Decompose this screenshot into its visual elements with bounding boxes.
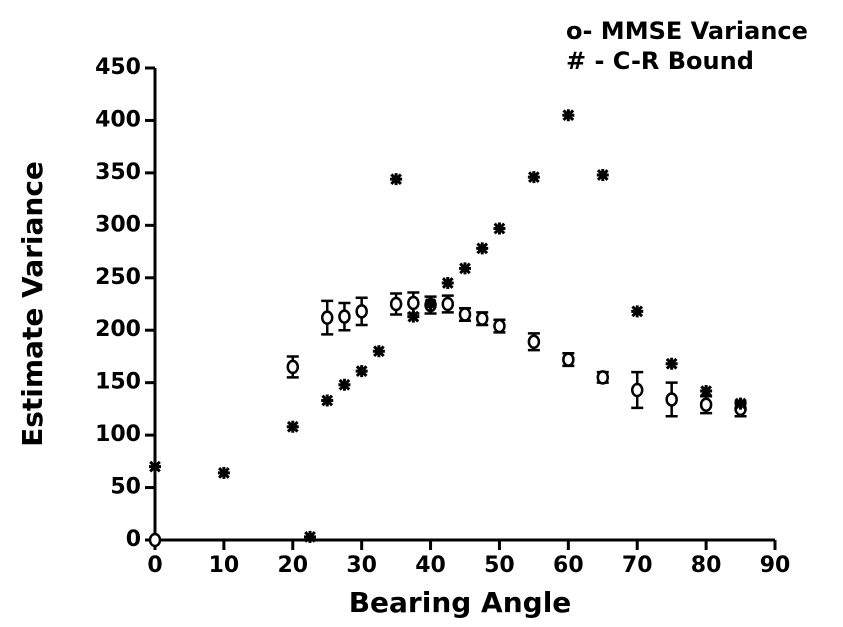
- star-marker: [390, 173, 403, 186]
- y-tick-label: 400: [95, 107, 141, 132]
- star-marker: [459, 262, 471, 275]
- x-tick-label: 20: [277, 553, 308, 578]
- y-tick-label: 200: [95, 317, 141, 342]
- circle-marker: [596, 370, 610, 385]
- circle-marker: [286, 359, 300, 375]
- x-tick-label: 30: [346, 553, 377, 578]
- y-tick-label: 100: [95, 422, 141, 447]
- star-marker: [424, 298, 437, 310]
- star-marker: [562, 109, 575, 122]
- circle-marker: [630, 382, 644, 398]
- star-marker: [476, 242, 489, 255]
- circle-marker: [355, 304, 368, 319]
- star-marker: [355, 365, 368, 378]
- circle-marker: [320, 310, 334, 325]
- star-marker: [286, 420, 299, 433]
- circle-marker: [699, 397, 713, 412]
- y-axis-title: Estimate Variance: [16, 161, 49, 447]
- x-tick-label: 10: [209, 553, 240, 578]
- x-tick-label: 70: [622, 553, 653, 578]
- circle-marker: [441, 296, 455, 312]
- circle-marker: [407, 295, 420, 311]
- y-tick-label: 300: [95, 212, 141, 237]
- circle-marker: [458, 307, 472, 322]
- circle-marker: [493, 318, 506, 334]
- circle-marker: [338, 309, 351, 324]
- y-tick-label: 350: [95, 160, 141, 185]
- y-tick-label: 50: [110, 475, 141, 500]
- circle-marker: [389, 296, 403, 312]
- legend-entry: # - C-R Bound: [566, 47, 754, 75]
- star-marker: [338, 378, 351, 391]
- circle-marker: [527, 334, 541, 350]
- star-marker: [665, 357, 678, 370]
- circle-marker: [562, 352, 575, 367]
- star-marker: [441, 277, 454, 290]
- circle-marker: [475, 311, 489, 326]
- x-axis-title: Bearing Angle: [349, 586, 572, 619]
- star-marker: [700, 385, 713, 398]
- y-tick-label: 250: [95, 265, 141, 290]
- x-tick-label: 50: [484, 553, 515, 578]
- star-marker: [527, 171, 540, 184]
- y-tick-label: 150: [95, 370, 141, 395]
- x-tick-label: 0: [147, 553, 162, 578]
- star-marker: [217, 466, 230, 479]
- y-tick-label: 450: [95, 55, 141, 80]
- star-marker: [596, 168, 609, 181]
- star-marker: [372, 345, 385, 358]
- star-marker: [149, 460, 161, 473]
- star-marker: [493, 222, 506, 235]
- y-tick-label: 0: [126, 527, 141, 552]
- x-tick-label: 90: [760, 553, 791, 578]
- x-tick-label: 60: [553, 553, 584, 578]
- star-marker: [734, 397, 747, 410]
- star-marker: [304, 530, 316, 543]
- star-marker: [407, 310, 420, 323]
- legend-entry: o- MMSE Variance: [566, 17, 808, 45]
- circle-marker: [665, 392, 678, 407]
- star-marker: [321, 394, 334, 407]
- star-marker: [631, 305, 644, 318]
- x-tick-label: 80: [691, 553, 722, 578]
- x-tick-label: 40: [415, 553, 446, 578]
- circle-marker: [148, 532, 162, 548]
